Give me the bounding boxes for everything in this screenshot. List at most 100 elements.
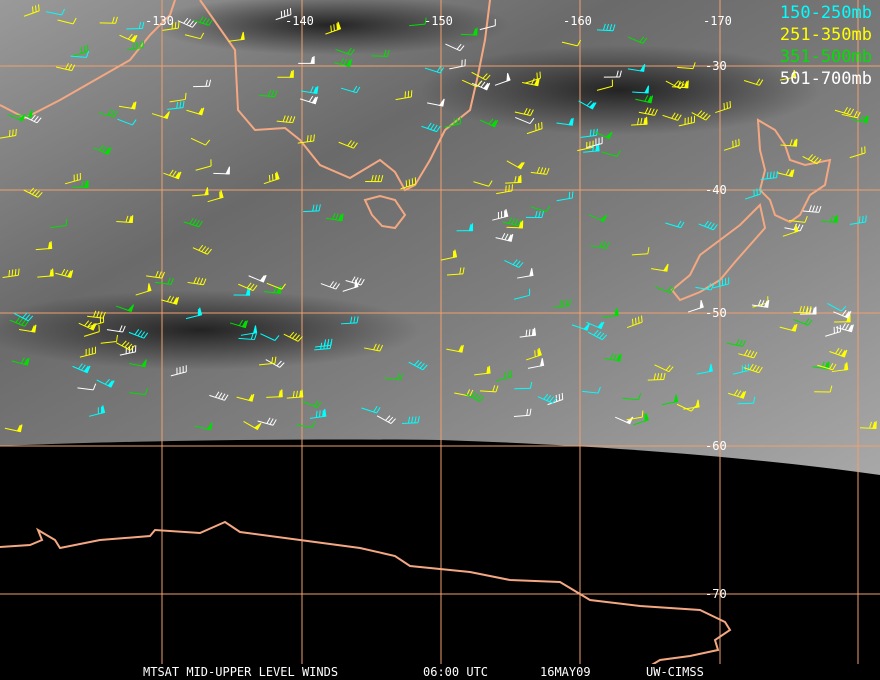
wind-barb [194,422,213,431]
wind-barb [236,393,255,402]
wind-barb [728,389,747,399]
wind-barb [474,365,491,376]
wind-barb [409,17,427,27]
wind-barb [779,69,797,81]
wind-barb [275,8,292,21]
wind-barb [586,136,603,148]
wind-barb [4,424,23,433]
wind-barb [530,166,550,175]
wind-barb [11,357,30,366]
wind-barb [71,180,89,188]
wind-barb [556,191,574,202]
wind-barb [266,282,286,290]
wind-barb [780,138,798,147]
wind-barb [193,79,212,88]
wind-barb [654,364,674,373]
wind-barb [831,362,849,373]
wind-barb [440,249,458,261]
wind-barb [587,329,608,341]
wind-barb [515,116,535,124]
wind-barb [494,73,511,86]
wind-barb [695,283,715,291]
coastline-new-zealand-north [756,118,832,224]
wind-barb [445,43,465,52]
wind-barb [583,143,600,153]
wind-barb [526,347,542,361]
wind-barb [70,50,90,58]
wind-barb [78,320,97,331]
wind-barb [283,331,303,342]
wind-barb [277,69,294,78]
wind-barb [525,210,545,219]
wind-barb [841,110,861,119]
wind-barb [2,268,20,278]
wind-barb [596,23,616,32]
wind-barb [626,315,643,329]
wind-barb [737,396,756,405]
wind-barb [207,190,224,203]
wind-barb [825,325,842,337]
wind-barb [395,90,413,101]
wind-barb [260,333,280,341]
wind-barb [553,299,572,308]
wind-barb [696,363,713,375]
wind-barb [361,406,381,414]
dry-slot [150,0,510,55]
wind-barb [338,140,358,149]
wind-barb [638,107,658,116]
wind-barb [119,33,138,43]
wind-barb [514,381,533,390]
wind-barb [9,317,29,327]
wind-barb [334,58,353,68]
wind-barb [835,323,854,333]
longitude-label: -130 [145,14,174,28]
wind-barb [479,385,499,393]
wind-barb [257,417,277,426]
wind-barb [713,277,730,289]
wind-barb [460,27,478,36]
wind-barb [100,334,118,344]
wind-barb [186,107,205,116]
wind-barb [298,55,315,64]
wind-barb [632,412,649,426]
wind-barb [779,323,798,332]
wind-barb [162,21,180,31]
wind-barb [662,112,682,121]
wind-barb [561,39,582,47]
wind-barbs [0,4,877,433]
wind-barb [495,232,514,242]
wind-barb [128,329,149,339]
wind-barb [834,106,855,116]
wind-barb [446,267,465,276]
wind-barb [582,386,601,394]
legend-item-351-500: 351-500mb [779,47,872,67]
wind-barb [371,49,390,57]
wind-barb [802,205,822,213]
wind-barb [471,80,491,91]
wind-barb [83,324,100,337]
latitude-label: -50 [705,306,727,320]
wind-barb [519,327,537,338]
wind-barb [495,370,512,382]
caption-time: 06:00 UTC [423,665,489,679]
wind-barb [342,279,359,292]
caption-date: 16MAY09 [540,665,591,679]
wind-barb [13,312,34,322]
wind-barb [258,89,278,98]
wind-barb [631,116,648,126]
wind-barb [603,70,622,78]
wind-barb [161,295,180,305]
wind-barb [849,215,867,225]
wind-barb [676,403,696,412]
wind-barb [789,216,808,223]
caption-credit: UW-CIMSS [646,665,704,679]
wind-barb [723,138,740,151]
wind-barb [302,400,322,408]
wind-barb [98,109,118,118]
legend-item-251-350: 251-350mb [779,25,872,45]
wind-barb [833,309,852,319]
wind-barb [743,363,763,374]
wind-barb [135,283,152,296]
wind-barb [661,394,679,406]
wind-barb [301,86,319,95]
